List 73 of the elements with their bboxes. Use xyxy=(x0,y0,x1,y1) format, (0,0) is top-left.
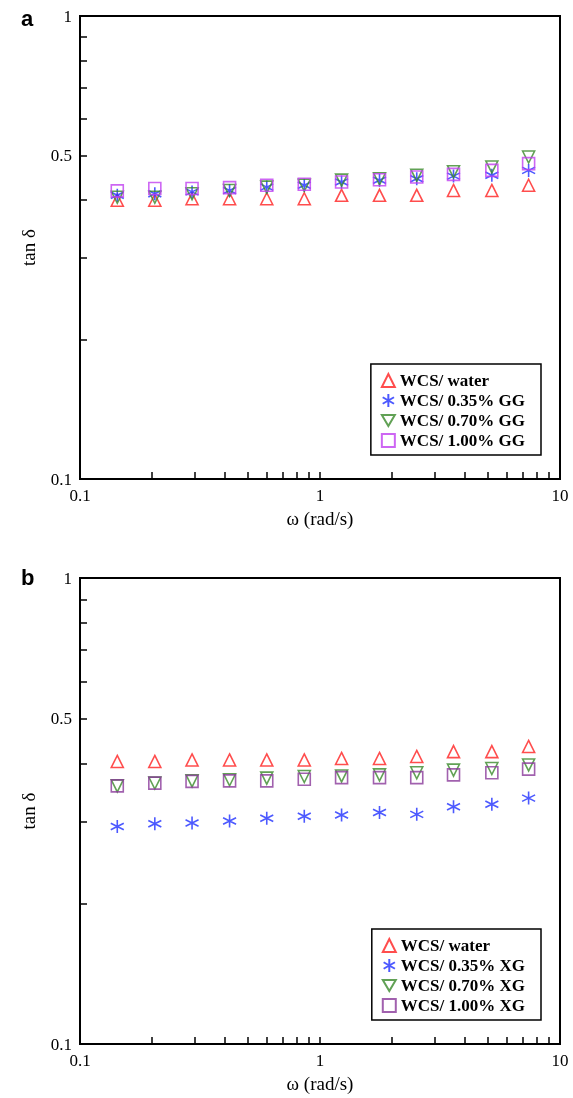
point xyxy=(521,156,536,171)
point xyxy=(296,809,312,824)
point xyxy=(148,181,162,196)
point xyxy=(110,184,125,198)
y-axis-title: tan δ xyxy=(18,792,39,830)
point xyxy=(521,178,536,193)
point xyxy=(485,765,499,780)
legend-label: WCS/ water xyxy=(399,371,490,390)
point xyxy=(372,751,387,766)
point xyxy=(446,768,461,782)
legend-label: WCS/ 0.35% XG xyxy=(400,956,526,975)
x-tick-label: 10 xyxy=(551,1051,569,1070)
point xyxy=(521,790,536,806)
x-axis-title: ω (rad/s) xyxy=(286,507,354,530)
legend-label: WCS/ 0.70% GG xyxy=(399,411,526,430)
point xyxy=(409,770,424,785)
point xyxy=(148,754,162,769)
point xyxy=(372,188,387,203)
point xyxy=(372,805,387,820)
y-axis-title: tan δ xyxy=(18,229,39,266)
y-tick-label: 0.1 xyxy=(50,469,72,489)
point xyxy=(485,744,499,759)
point xyxy=(409,807,425,822)
point xyxy=(521,150,536,164)
point xyxy=(485,160,499,174)
point xyxy=(184,815,200,831)
point xyxy=(297,753,312,767)
point xyxy=(185,181,199,196)
chart-title: a xyxy=(21,5,34,31)
point xyxy=(485,761,499,776)
chart-title: b xyxy=(21,564,35,590)
point xyxy=(521,762,536,776)
point xyxy=(147,816,163,831)
y-tick-label: 0.5 xyxy=(50,708,72,728)
point xyxy=(259,811,275,826)
point xyxy=(409,749,424,764)
legend-label: WCS/ 1.00% GG xyxy=(399,431,526,450)
point xyxy=(446,763,461,777)
point xyxy=(446,799,461,815)
point xyxy=(521,758,536,772)
legend-label: WCS/ 1.00% XG xyxy=(400,996,526,1015)
y-tick-label: 1 xyxy=(63,568,72,588)
x-tick-label: 10 xyxy=(551,486,569,505)
point xyxy=(484,167,500,183)
legend-label: WCS/ water xyxy=(400,936,491,955)
point xyxy=(222,753,237,767)
point xyxy=(297,191,312,206)
point xyxy=(446,183,461,198)
y-tick-label: 0.1 xyxy=(50,1034,72,1054)
x-tick-label: 1 xyxy=(315,486,325,505)
point xyxy=(334,807,349,823)
point xyxy=(484,796,500,812)
point xyxy=(334,188,349,203)
point xyxy=(259,753,274,767)
point xyxy=(409,765,424,780)
point xyxy=(446,744,461,759)
point xyxy=(521,163,536,178)
point xyxy=(222,813,237,829)
legend-label: WCS/ 0.35% GG xyxy=(399,391,526,410)
point xyxy=(259,191,274,206)
point xyxy=(109,819,125,834)
point xyxy=(521,739,536,754)
legend-label: WCS/ 0.70% XG xyxy=(400,976,526,995)
y-tick-label: 1 xyxy=(63,6,72,26)
point xyxy=(409,188,424,203)
x-tick-label: 1 xyxy=(315,1051,325,1070)
point xyxy=(334,751,349,766)
point xyxy=(147,186,163,202)
point xyxy=(485,183,499,198)
y-tick-label: 0.5 xyxy=(50,145,72,165)
point xyxy=(185,753,199,767)
x-axis-title: ω (rad/s) xyxy=(286,1072,354,1095)
point xyxy=(110,754,125,769)
